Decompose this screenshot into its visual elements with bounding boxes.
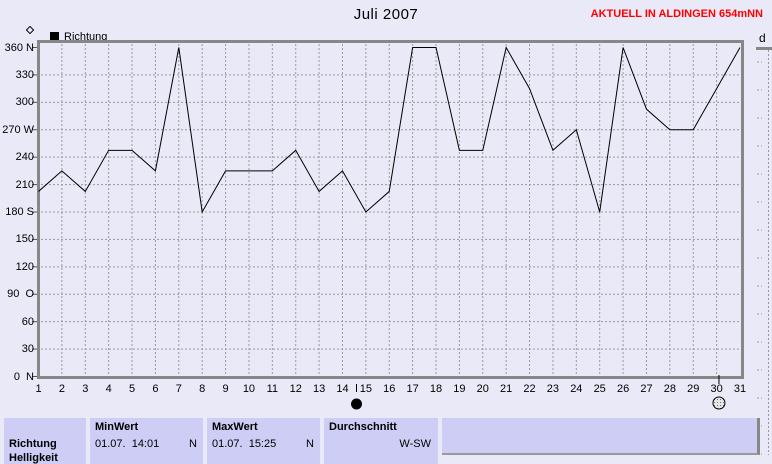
x-axis-day-label: 19 bbox=[453, 383, 466, 395]
new-moon-icon bbox=[351, 398, 363, 410]
minwert-direction: N bbox=[189, 438, 197, 450]
y-axis-tick-label: 240 bbox=[15, 151, 34, 164]
x-axis-day-label: 3 bbox=[82, 383, 89, 395]
full-moon-icon bbox=[712, 396, 726, 410]
x-axis-day-label: 10 bbox=[242, 383, 256, 395]
x-axis-day-label: 13 bbox=[312, 383, 326, 395]
plot-frame bbox=[37, 40, 744, 379]
y-axis-tick-label: 360 N bbox=[4, 41, 34, 54]
x-axis-day-label: 12 bbox=[289, 383, 302, 395]
durchschnitt-header: Durchschnitt bbox=[329, 421, 397, 433]
y-axis-tick-label: 300 bbox=[15, 96, 34, 109]
x-axis-day-label: 24 bbox=[570, 383, 583, 395]
maxwert-datetime: 01.07. 15:25 bbox=[212, 438, 277, 450]
x-axis-day-label: 27 bbox=[640, 383, 653, 395]
y-axis-tick-label: 60 bbox=[21, 315, 34, 328]
table-durchschnitt-cell: Durchschnitt W-SW bbox=[324, 418, 438, 464]
maxwert-direction: N bbox=[306, 438, 314, 450]
x-axis-day-label: 1 bbox=[35, 383, 42, 395]
x-axis-day-label: 22 bbox=[523, 383, 536, 395]
x-axis-day-label: 18 bbox=[429, 383, 443, 395]
y-axis-tick-label: 270 W bbox=[2, 123, 34, 136]
x-axis-day-label: 4 bbox=[105, 383, 112, 395]
x-axis-day-label: 31 bbox=[733, 383, 747, 395]
y-axis-tick-label: 210 bbox=[15, 178, 34, 191]
x-axis-day-label: 8 bbox=[199, 383, 206, 395]
x-axis-day-label: 26 bbox=[616, 383, 630, 395]
x-axis-day-label: 6 bbox=[152, 383, 159, 395]
x-axis-day-label: 5 bbox=[128, 383, 136, 395]
richtung-data-line bbox=[38, 46, 741, 214]
x-axis-day-label: 2 bbox=[58, 383, 65, 395]
adjacent-panel-partial-label: d bbox=[759, 31, 766, 45]
y-axis-tick-label: 30 bbox=[21, 343, 34, 356]
y-axis-tick-label: 180 S bbox=[5, 206, 34, 218]
x-axis-day-label: 21 bbox=[500, 383, 513, 395]
x-axis-day-label: 23 bbox=[546, 383, 560, 395]
maxwert-header: MaxWert bbox=[212, 421, 258, 433]
table-row-label-cell: Richtung Helligkeit bbox=[4, 418, 86, 464]
y-axis-tick-label: 330 bbox=[15, 68, 34, 81]
x-axis-day-label: 25 bbox=[593, 383, 606, 395]
table-minwert-cell: MinWert 01.07. 14:01 N bbox=[90, 418, 203, 464]
sensor-name-label: Richtung bbox=[9, 438, 57, 450]
page-title: Juli 2007 bbox=[353, 6, 419, 23]
table-empty-cell bbox=[442, 418, 760, 455]
y-axis-tick-label: 150 bbox=[15, 233, 34, 246]
minwert-datetime: 01.07. 14:01 bbox=[95, 438, 160, 450]
x-axis-day-label: 29 bbox=[687, 383, 700, 395]
y-axis-tick-label: 120 bbox=[15, 260, 34, 273]
sensor-name-label-2-clipped: Helligkeit bbox=[9, 452, 58, 464]
x-axis-day-label: 11 bbox=[266, 383, 279, 395]
adjacent-panel-top-border bbox=[756, 47, 772, 50]
x-axis-day-label: 17 bbox=[406, 383, 419, 395]
x-axis-day-label: 20 bbox=[476, 383, 489, 395]
x-axis-day-label: 7 bbox=[175, 383, 182, 395]
x-axis-day-label: 30 bbox=[710, 383, 723, 395]
x-axis-day-label: 15 bbox=[359, 383, 372, 395]
status-banner: AKTUELL IN ALDINGEN 654mNN bbox=[590, 8, 763, 20]
minwert-header: MinWert bbox=[95, 421, 139, 433]
x-axis-day-label: 14 bbox=[336, 383, 349, 395]
durchschnitt-value: W-SW bbox=[399, 438, 431, 450]
x-axis-day-label: 28 bbox=[663, 383, 676, 395]
table-maxwert-cell: MaxWert 01.07. 15:25 N bbox=[207, 418, 320, 464]
y-axis-tick-label: 90 O bbox=[7, 288, 34, 301]
legend-swatch-icon bbox=[50, 32, 59, 41]
x-axis-day-label: 9 bbox=[222, 383, 229, 395]
x-axis-day-label: 16 bbox=[383, 383, 396, 395]
y-axis-tick-label: 0 N bbox=[13, 370, 34, 383]
